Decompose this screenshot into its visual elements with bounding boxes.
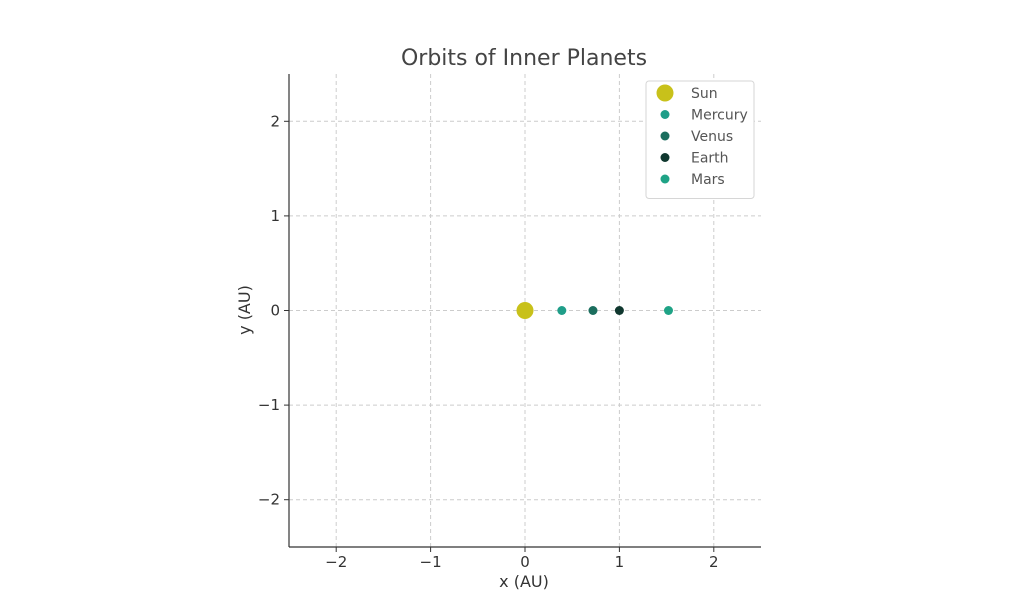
y-tick-label: 2 [270,112,280,130]
x-tick-label: −1 [420,553,442,571]
point-mars [663,306,673,315]
y-tick-label: −1 [258,396,280,414]
y-tick-label: 0 [270,302,280,320]
legend-label-sun: Sun [691,86,718,102]
x-tick-label: 2 [709,553,719,571]
legend-marker-sun [656,84,674,102]
point-earth [614,306,624,315]
legend-marker-venus [660,131,670,141]
point-venus [588,306,598,315]
legend-label-earth: Earth [691,151,729,167]
legend-box [645,80,755,199]
x-tick-label: 0 [520,553,530,571]
legend-label-mars: Mars [691,172,725,188]
chart-title: Orbits of Inner Planets [401,46,647,71]
data-points [516,302,673,319]
y-axis-label: y (AU) [235,285,254,335]
legend-label-mercury: Mercury [691,108,748,124]
y-tick-label: 1 [270,207,280,225]
point-sun [516,302,534,319]
x-axis-label: x (AU) [499,572,549,591]
x-tick-label: 1 [615,553,625,571]
legend-marker-earth [660,153,670,162]
grid [289,74,761,547]
x-tick-label: −2 [325,553,347,571]
legend: Sun Mercury Venus Earth Mars [645,80,755,199]
axis-ticks: −2 −1 0 1 2 −2 −1 0 1 2 [258,112,719,571]
y-tick-label: −2 [258,491,280,509]
point-mercury [557,306,567,315]
legend-label-venus: Venus [691,129,733,145]
legend-marker-mars [660,174,670,184]
legend-marker-mercury [660,110,670,119]
